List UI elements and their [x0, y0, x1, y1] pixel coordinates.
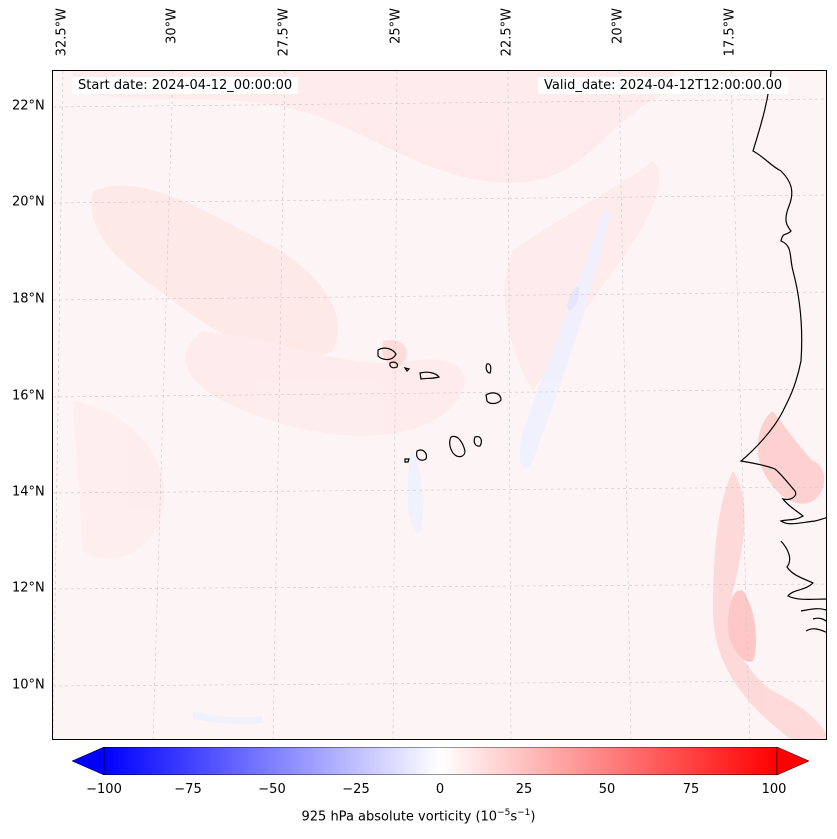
- colorbar-tick: −75: [174, 782, 202, 797]
- lon-label-27-5w: 27.5°W: [276, 8, 292, 57]
- lat-label-22n: 22°N: [12, 98, 45, 114]
- lat-label-18n: 18°N: [12, 291, 45, 307]
- lat-label-20n: 20°N: [12, 194, 45, 210]
- colorbar-tick: 75: [682, 782, 700, 797]
- valid-date-label: Valid_date: 2024-04-12T12:00:00.00: [538, 77, 789, 94]
- lon-label-32-5w: 32.5°W: [54, 8, 70, 57]
- island-brava: [404, 458, 410, 463]
- island-santa-luzia: [403, 367, 411, 372]
- coastal-vorticity-band: [713, 411, 826, 739]
- lon-label-30w: 30°W: [164, 8, 180, 44]
- negative-vorticity-field: [193, 209, 610, 725]
- cape-verde-islands: [377, 347, 502, 463]
- island-sal: [485, 363, 492, 374]
- island-santiago: [449, 435, 466, 458]
- vorticity-map: [53, 71, 826, 739]
- island-maio: [473, 436, 482, 447]
- island-boa-vista: [485, 392, 502, 405]
- colorbar-tick: 50: [598, 782, 616, 797]
- lon-label-17-5w: 17.5°W: [722, 8, 738, 57]
- lat-label-14n: 14°N: [12, 484, 45, 500]
- colorbar-high-extension: [776, 747, 809, 775]
- colorbar: [72, 747, 809, 775]
- colorbar-tick: 0: [435, 782, 445, 797]
- colorbar-label: 925 hPa absolute vorticity (10−5s−1): [301, 808, 536, 825]
- colorbar-tick: −100: [86, 782, 122, 797]
- map-panel[interactable]: [52, 70, 827, 740]
- lon-label-22-5w: 22.5°W: [499, 8, 515, 57]
- colorbar-tick: −50: [258, 782, 286, 797]
- island-sao-vicente: [389, 361, 399, 369]
- graticule: [53, 71, 826, 739]
- island-fogo: [416, 449, 428, 461]
- lat-label-10n: 10°N: [12, 677, 45, 693]
- start-date-label: Start date: 2024-04-12_00:00:00: [72, 77, 299, 94]
- colorbar-low-extension: [72, 747, 105, 775]
- colorbar-gradient: [103, 747, 778, 775]
- island-santo-antao: [377, 347, 397, 361]
- colorbar-tick: −25: [342, 782, 370, 797]
- west-africa-coastline: [739, 71, 826, 633]
- lat-label-12n: 12°N: [12, 580, 45, 596]
- island-sao-nicolau: [419, 371, 440, 380]
- colorbar-tick: 25: [515, 782, 533, 797]
- lon-label-20w: 20°W: [610, 8, 626, 44]
- lon-label-25w: 25°W: [388, 8, 404, 44]
- lat-label-16n: 16°N: [12, 388, 45, 404]
- colorbar-tick: 100: [761, 782, 787, 797]
